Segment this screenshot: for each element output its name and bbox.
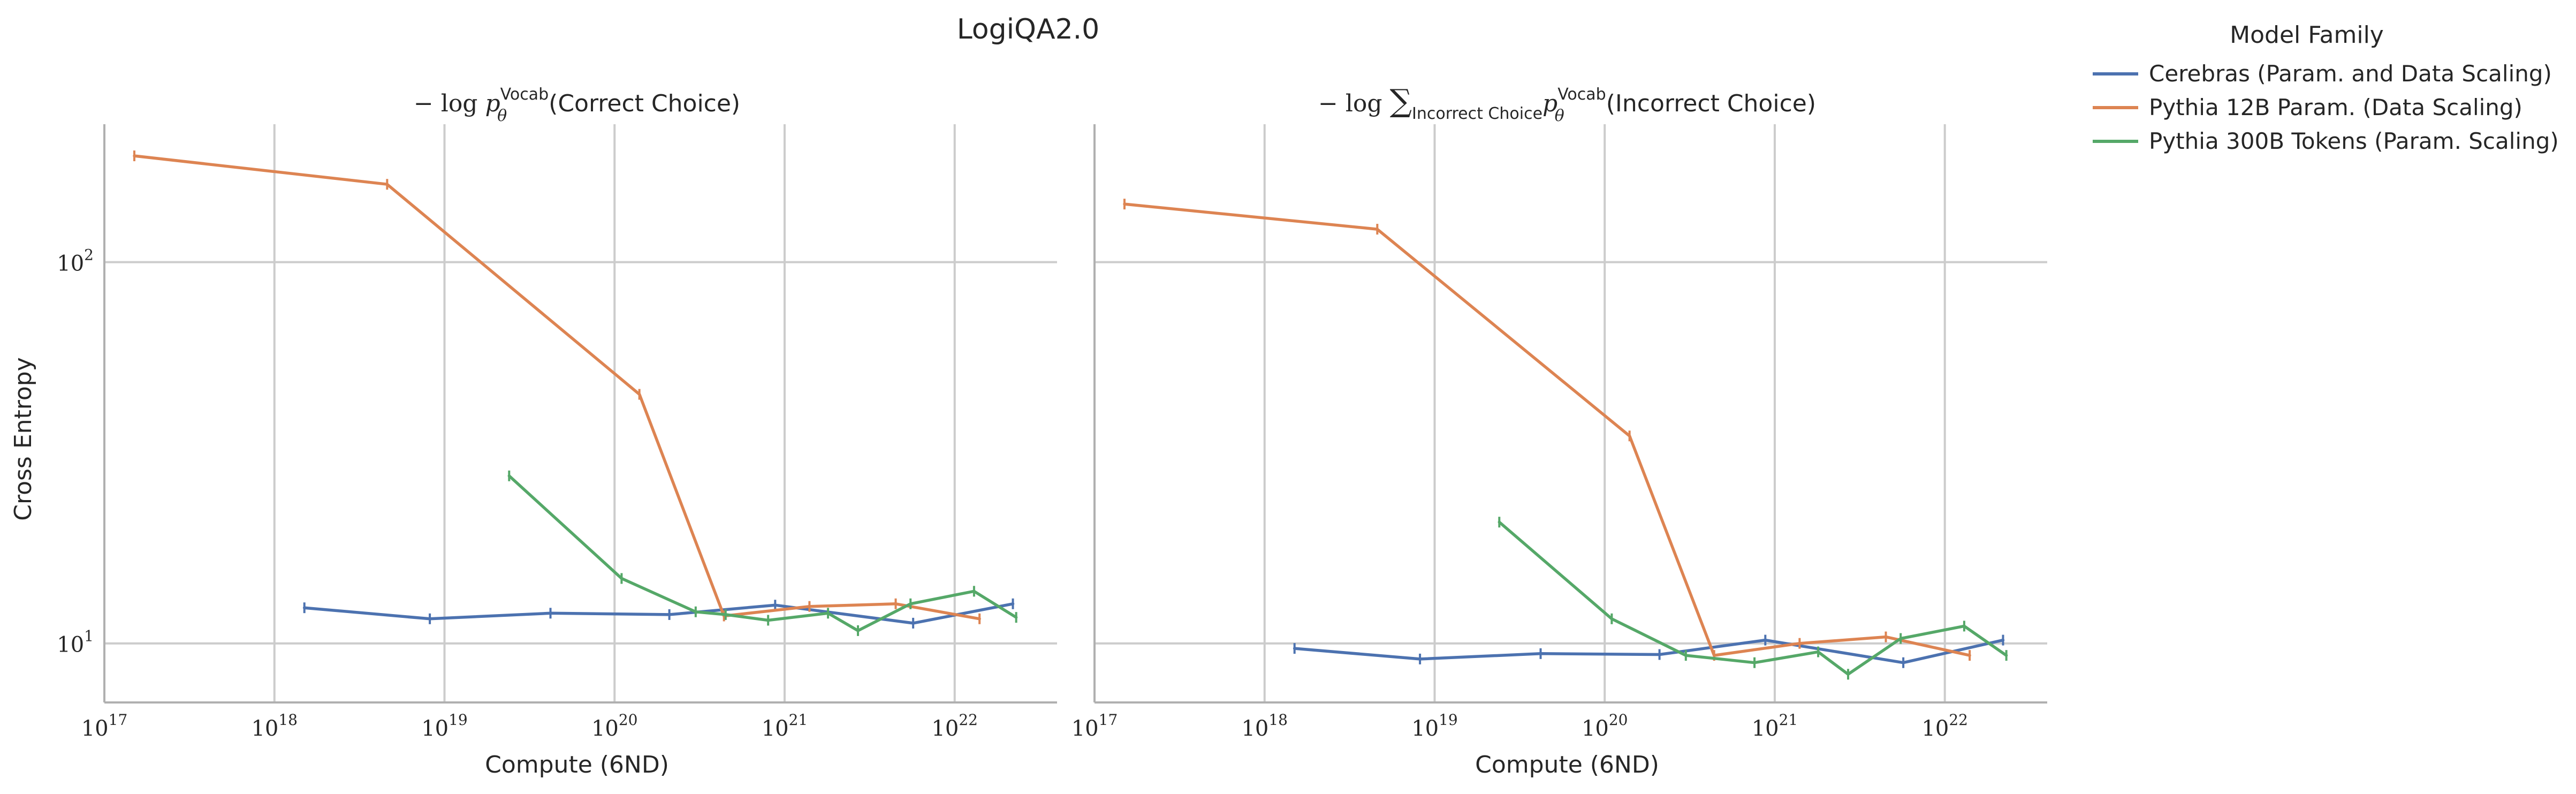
x-tick-label: 1017 (81, 711, 128, 741)
axes-spines (1093, 124, 2047, 704)
legend: Model Family Cerebras (Param. and Data S… (2093, 21, 2559, 154)
x-tick-label: 1019 (421, 711, 468, 741)
chart-panel-incorrect-choice: − log ∑Incorrect ChoicepVocab θ (Incorrect… (1072, 82, 2047, 778)
series-pythia-12b-param-data-scaling (1123, 199, 1971, 661)
series-line (507, 474, 1018, 632)
series-lines (1123, 199, 2008, 680)
y-tick-label: 101 (57, 627, 94, 657)
x-tick-label: 1018 (251, 711, 298, 741)
x-tick-label: 1021 (762, 711, 808, 741)
chart-title-correct-choice: − log pVocab θ (Correct Choice) (414, 85, 740, 125)
chart-title-incorrect-choice: − log ∑Incorrect ChoicepVocab θ (Incorrect… (1318, 82, 1816, 125)
x-tick-label: 1020 (1582, 711, 1628, 741)
x-tick-label: 1022 (1921, 711, 1968, 741)
chart-panel-correct-choice: − log pVocab θ (Correct Choice) 1017 1018 10… (57, 85, 1057, 778)
series-cerebras-param-and-data-scaling (1293, 634, 2005, 668)
x-tick-label: 1022 (931, 711, 978, 741)
x-ticks: 1017 1018 1019 1020 1021 1022 (1072, 711, 1968, 741)
legend-items: Cerebras (Param. and Data Scaling) Pythia… (2093, 61, 2559, 154)
legend-item-cerebras-param-and-data-scaling: Cerebras (Param. and Data Scaling) (2093, 61, 2552, 87)
x-tick-label: 1021 (1752, 711, 1798, 741)
series-lines (133, 150, 1018, 636)
y-tick-label: 102 (57, 246, 94, 276)
series-line (1123, 202, 1971, 657)
legend-item-pythia-12b-param-data-scaling: Pythia 12B Param. (Data Scaling) (2093, 94, 2522, 120)
x-ticks: 1017 1018 1019 1020 1021 1022 (81, 711, 978, 741)
series-line (133, 154, 981, 621)
x-tick-label: 1020 (591, 711, 638, 741)
legend-title: Model Family (2230, 21, 2384, 49)
legend-label: Pythia 12B Param. (Data Scaling) (2149, 94, 2522, 120)
series-cerebras-param-and-data-scaling (302, 598, 1015, 629)
legend-label: Cerebras (Param. and Data Scaling) (2149, 61, 2552, 87)
figure-suptitle: LogiQA2.0 (957, 13, 1100, 46)
legend-item-pythia-300b-tokens-param-scaling: Pythia 300B Tokens (Param. Scaling) (2093, 128, 2559, 154)
grid-lines (1093, 124, 2047, 702)
x-tick-label: 1019 (1411, 711, 1458, 741)
x-axis-label-correct-choice: Compute (6ND) (485, 751, 669, 778)
grid-lines (103, 124, 1057, 702)
series-pythia-300b-tokens-param-scaling (1498, 517, 2008, 680)
x-axis-label-incorrect-choice: Compute (6ND) (1475, 751, 1659, 778)
y-ticks: 101 102 (57, 246, 94, 657)
y-axis-label: Cross Entropy (10, 357, 37, 521)
axes-spines (103, 124, 1057, 704)
x-tick-label: 1017 (1072, 711, 1118, 741)
legend-label: Pythia 300B Tokens (Param. Scaling) (2149, 128, 2559, 154)
series-pythia-12b-param-data-scaling (133, 150, 981, 624)
series-pythia-300b-tokens-param-scaling (507, 470, 1018, 636)
x-tick-label: 1018 (1241, 711, 1288, 741)
